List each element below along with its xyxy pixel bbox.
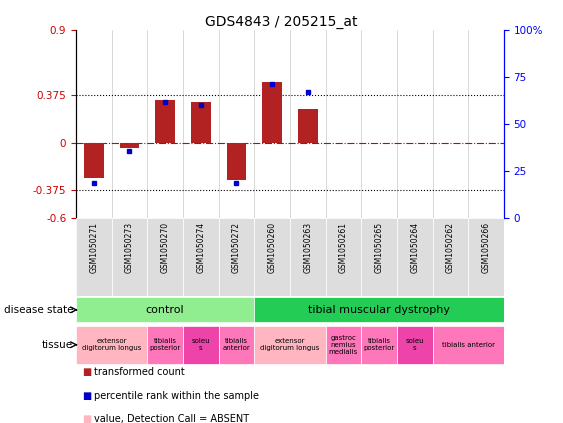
Text: value, Detection Call = ABSENT: value, Detection Call = ABSENT: [94, 414, 249, 423]
Bar: [325, 326, 361, 364]
Bar: [290, 218, 325, 296]
Bar: [76, 218, 111, 296]
Text: tibialis
posterior: tibialis posterior: [150, 338, 181, 351]
Bar: [76, 297, 254, 322]
Text: ■: ■: [82, 414, 91, 423]
Text: GSM1050260: GSM1050260: [267, 222, 276, 273]
Bar: [254, 326, 325, 364]
Bar: [148, 218, 183, 296]
Text: GSM1050262: GSM1050262: [446, 222, 455, 273]
Bar: [227, 143, 246, 180]
Text: ■: ■: [82, 390, 91, 401]
Text: percentile rank within the sample: percentile rank within the sample: [94, 390, 259, 401]
Text: GSM1050270: GSM1050270: [160, 222, 169, 273]
Text: GDS4843 / 205215_at: GDS4843 / 205215_at: [205, 15, 358, 29]
Text: GSM1050274: GSM1050274: [196, 222, 205, 273]
Text: control: control: [146, 305, 185, 315]
Bar: [397, 326, 432, 364]
Bar: [432, 218, 468, 296]
Text: soleu
s: soleu s: [191, 338, 210, 351]
Text: ■: ■: [82, 367, 91, 377]
Bar: [218, 326, 254, 364]
Text: GSM1050272: GSM1050272: [232, 222, 241, 273]
Bar: [468, 218, 504, 296]
Text: GSM1050264: GSM1050264: [410, 222, 419, 273]
Bar: [218, 218, 254, 296]
Bar: [397, 218, 432, 296]
Bar: [183, 218, 218, 296]
Bar: [76, 326, 148, 364]
Text: extensor
digitorum longus: extensor digitorum longus: [260, 338, 320, 351]
Bar: [361, 326, 397, 364]
Text: tibialis
anterior: tibialis anterior: [222, 338, 251, 351]
Text: transformed count: transformed count: [94, 367, 185, 377]
Text: tibial muscular dystrophy: tibial muscular dystrophy: [308, 305, 450, 315]
Bar: [120, 143, 139, 148]
Text: GSM1050266: GSM1050266: [481, 222, 490, 273]
Bar: [111, 218, 148, 296]
Bar: [148, 326, 183, 364]
Bar: [254, 297, 504, 322]
Text: soleu
s: soleu s: [405, 338, 424, 351]
Bar: [432, 326, 504, 364]
Text: tissue: tissue: [42, 340, 73, 350]
Text: disease state: disease state: [4, 305, 73, 315]
Bar: [361, 218, 397, 296]
Bar: [254, 218, 290, 296]
Text: extensor
digitorum longus: extensor digitorum longus: [82, 338, 141, 351]
Text: GSM1050273: GSM1050273: [125, 222, 134, 273]
Bar: [262, 82, 282, 143]
Bar: [325, 218, 361, 296]
Text: GSM1050263: GSM1050263: [303, 222, 312, 273]
Bar: [84, 143, 104, 178]
Text: GSM1050261: GSM1050261: [339, 222, 348, 273]
Text: gastroc
nemius
medialis: gastroc nemius medialis: [329, 335, 358, 355]
Bar: [191, 102, 211, 143]
Text: GSM1050265: GSM1050265: [374, 222, 383, 273]
Bar: [155, 100, 175, 143]
Text: GSM1050271: GSM1050271: [90, 222, 99, 273]
Text: tibialis
posterior: tibialis posterior: [364, 338, 395, 351]
Text: tibialis anterior: tibialis anterior: [442, 342, 495, 348]
Bar: [183, 326, 218, 364]
Bar: [298, 109, 318, 143]
